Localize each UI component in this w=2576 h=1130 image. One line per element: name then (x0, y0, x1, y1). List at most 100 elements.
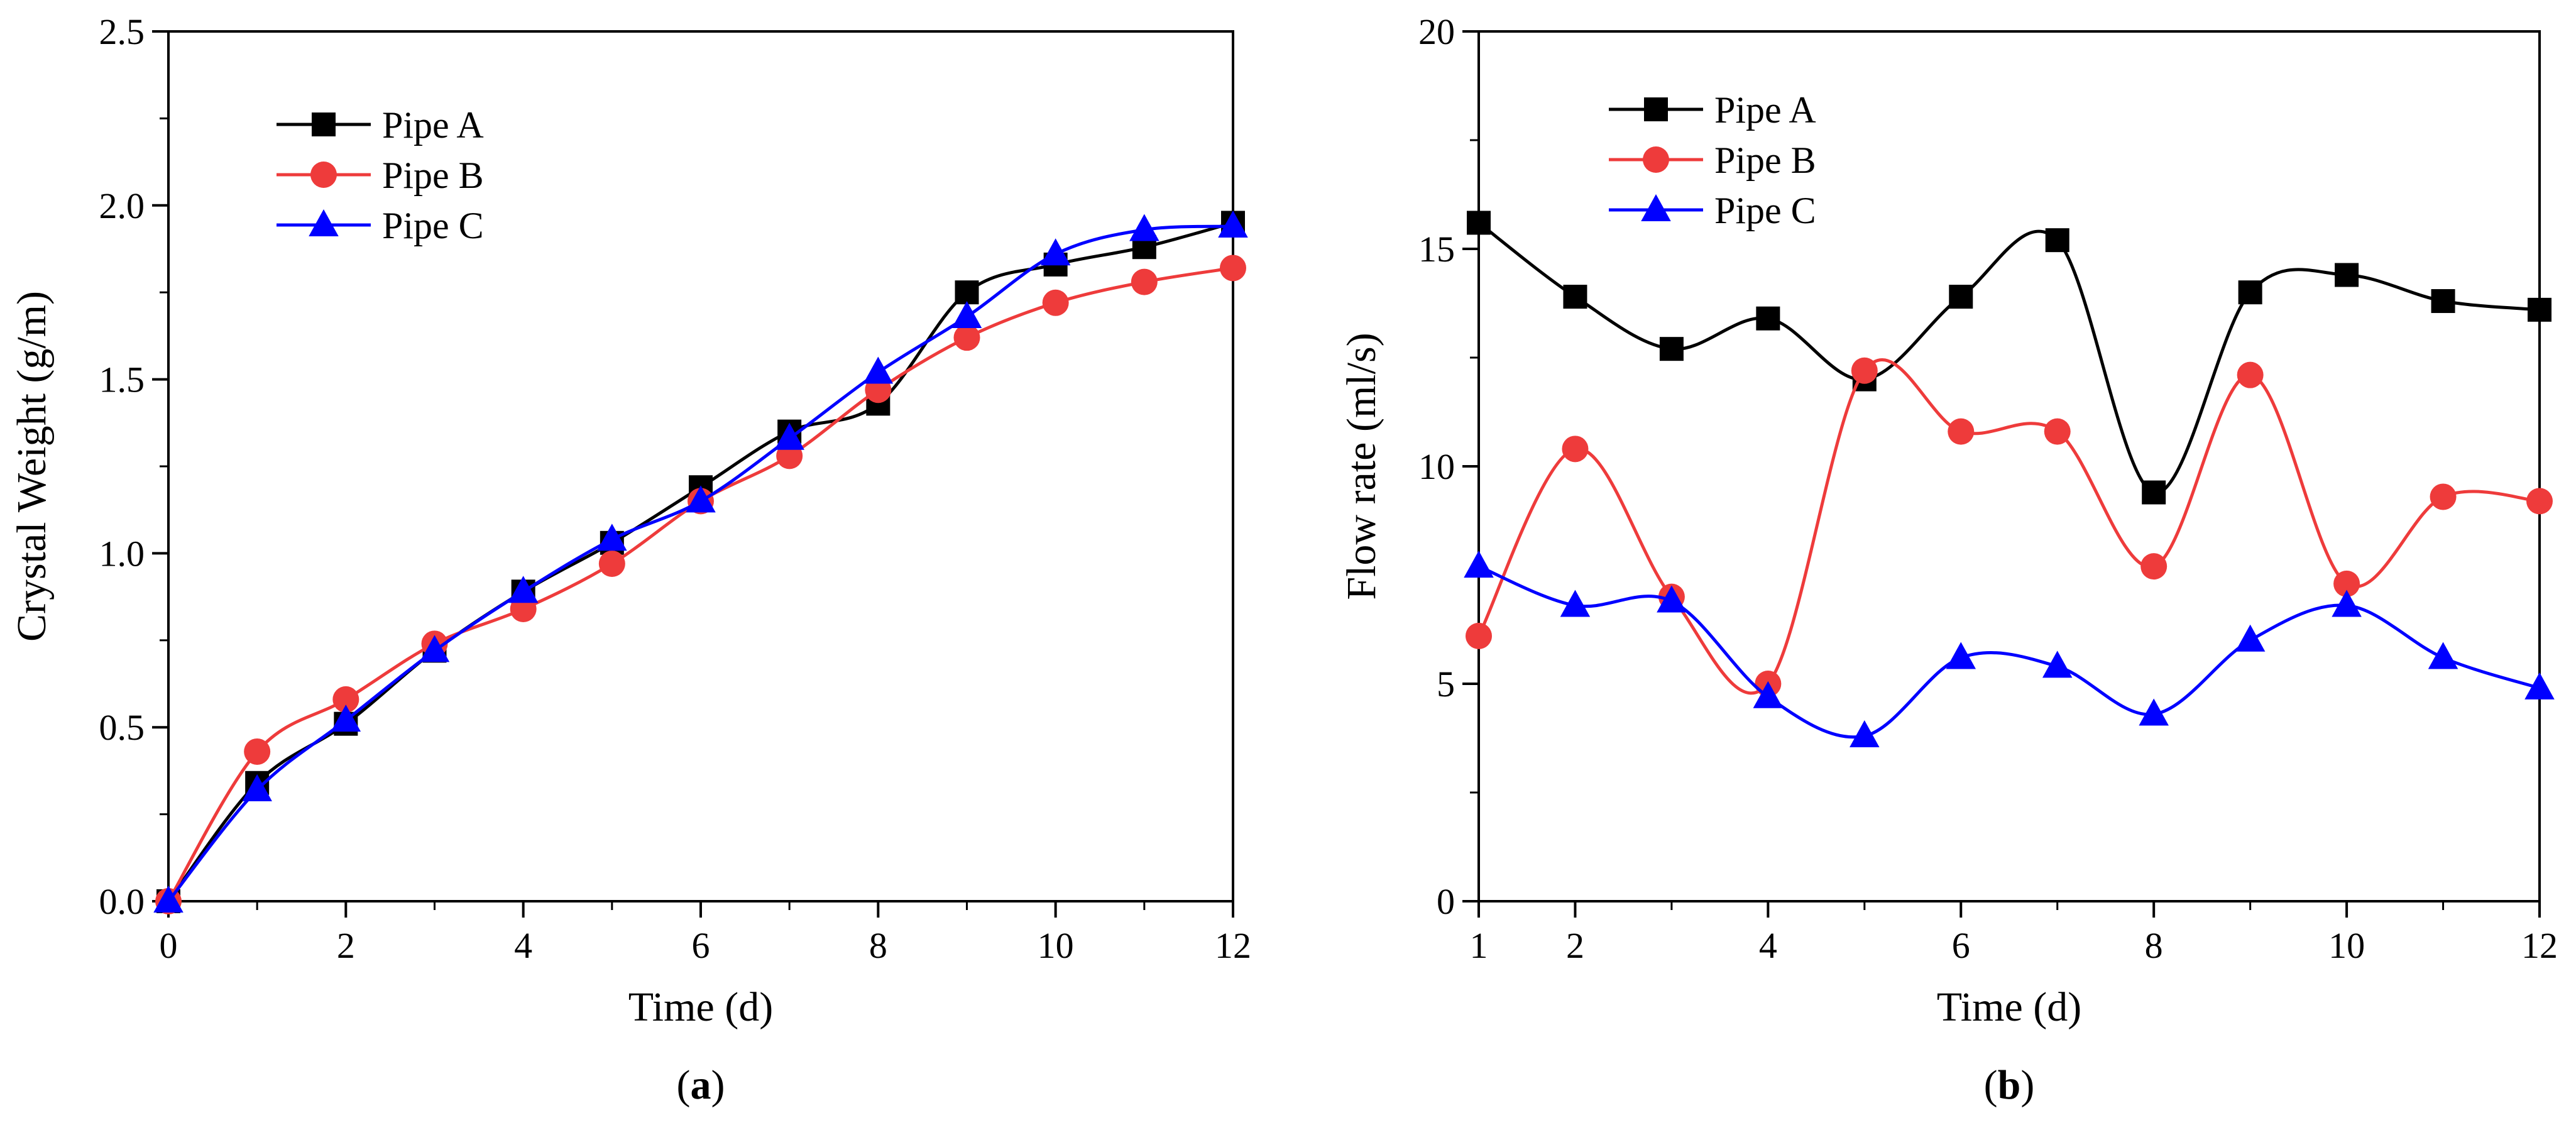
data-point (1948, 418, 1975, 445)
legend-entry: Pipe B (1609, 140, 1816, 181)
x-tick-label: 6 (692, 925, 710, 966)
data-point (955, 280, 979, 305)
legend-entry: Pipe C (1609, 190, 1816, 231)
y-tick-label: 2.5 (99, 11, 145, 52)
data-point (2139, 698, 2169, 726)
data-point (242, 774, 272, 801)
panel-label-close: ) (711, 1062, 725, 1108)
series-line (1478, 564, 2540, 739)
y-tick-label: 0.0 (99, 881, 145, 922)
data-point (1129, 214, 1159, 241)
data-point (2238, 280, 2262, 305)
x-tick-label: 8 (869, 925, 887, 966)
y-tick-label: 0 (1437, 881, 1455, 922)
x-tick-label: 10 (1038, 925, 1074, 966)
legend-marker (1643, 146, 1669, 173)
legend-entry: Pipe A (1609, 89, 1816, 131)
data-point (1657, 585, 1687, 613)
data-point (2140, 553, 2168, 580)
y-tick-label: 0.5 (99, 707, 145, 748)
series-pipe-a (1467, 211, 2551, 505)
data-point (1131, 268, 1158, 295)
series-pipe-b (1466, 357, 2553, 697)
data-point (1946, 642, 1976, 669)
legend-marker (1641, 194, 1671, 221)
data-point (2045, 228, 2069, 253)
y-tick-label: 1.5 (99, 359, 145, 400)
y-tick-label: 2.0 (99, 185, 145, 226)
x-tick-label: 1 (1470, 925, 1488, 966)
data-point (1563, 285, 1587, 309)
data-point (598, 551, 625, 578)
legend-entry: Pipe B (277, 155, 484, 196)
series-line (1477, 221, 2540, 495)
data-point (508, 576, 539, 603)
y-tick-label: 10 (1418, 446, 1455, 487)
data-point (1218, 211, 1248, 238)
data-point (332, 686, 359, 713)
data-point (863, 356, 894, 384)
data-point (2332, 590, 2362, 617)
series-line (1477, 358, 2540, 695)
x-tick-label: 0 (160, 925, 178, 966)
legend-label: Pipe A (382, 104, 484, 146)
data-point (331, 705, 361, 732)
data-point (2528, 297, 2551, 322)
data-point (2335, 263, 2359, 287)
data-point (244, 738, 271, 765)
panel-label-open: ( (677, 1062, 691, 1108)
data-point (1560, 590, 1591, 617)
panel-label-letter: a (691, 1062, 711, 1108)
plot-frame (1477, 30, 2541, 902)
y-tick-label: 1.0 (99, 533, 145, 574)
panel-label: (b) (1984, 1062, 2035, 1108)
x-tick-label: 12 (1215, 925, 1251, 966)
data-point (1659, 337, 1684, 361)
data-point (2142, 480, 2166, 505)
series-line (167, 221, 1234, 902)
data-point (419, 635, 450, 662)
legend-label: Pipe B (382, 155, 484, 196)
legend-marker (312, 112, 336, 136)
series-line (167, 224, 1234, 902)
y-axis-title: Flow rate (ml/s) (1339, 332, 1384, 600)
data-point (2042, 650, 2073, 678)
data-point (953, 324, 980, 351)
data-point (2235, 624, 2266, 652)
x-tick-label: 2 (1566, 925, 1584, 966)
y-tick-label: 5 (1437, 664, 1455, 705)
data-point (1562, 436, 1589, 463)
panel-label-letter: b (1998, 1062, 2021, 1108)
data-point (1040, 238, 1071, 266)
data-point (2044, 418, 2071, 445)
legend-label: Pipe C (382, 205, 484, 246)
data-point (2431, 289, 2455, 314)
data-point (597, 524, 627, 551)
panel-label-close: ) (2020, 1062, 2034, 1108)
data-point (1042, 289, 1069, 316)
chart-panel-a: 0 2 4 6 8 10 12 0.0 0.5 1.0 1.5 2.0 2.5 Time (d) Cryst… (9, 11, 1251, 1108)
data-point (774, 422, 804, 450)
data-point (1850, 720, 1880, 748)
data-point (1220, 255, 1246, 282)
data-point (1756, 306, 1780, 331)
legend-label: Pipe A (1714, 89, 1816, 131)
legend-label: Pipe C (1714, 190, 1816, 231)
data-point (153, 886, 184, 913)
data-point (2237, 361, 2264, 388)
data-point (1464, 551, 1494, 578)
plot-frame (167, 30, 1234, 902)
data-point (1851, 357, 1878, 384)
data-point (2428, 642, 2458, 669)
data-point (1753, 681, 1784, 708)
legend-entry: Pipe A (277, 104, 484, 146)
y-axis-title: Crystal Weight (g/m) (9, 291, 55, 642)
series-pipe-c (153, 211, 1248, 913)
data-point (686, 485, 716, 513)
x-tick-label: 12 (2521, 925, 2558, 966)
data-point (951, 300, 982, 328)
data-point (1466, 622, 1492, 649)
series-line (167, 266, 1234, 902)
